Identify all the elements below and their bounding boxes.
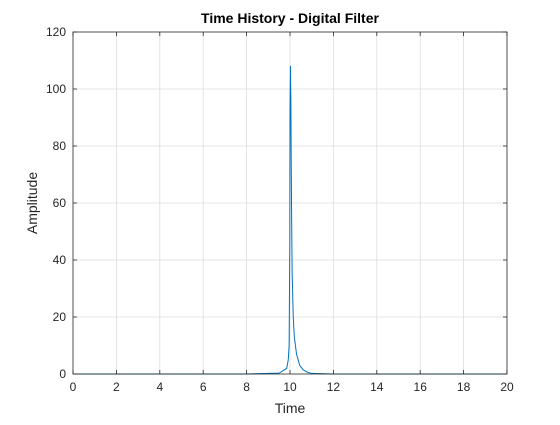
- y-tick-label: 60: [53, 196, 67, 210]
- y-tick-label: 120: [46, 25, 66, 39]
- x-tick-label: 8: [243, 380, 250, 394]
- x-tick-label: 14: [370, 380, 384, 394]
- x-axis-label: Time: [275, 400, 306, 416]
- chart-title: Time History - Digital Filter: [201, 10, 379, 26]
- x-tick-label: 12: [327, 380, 341, 394]
- y-tick-label: 0: [59, 367, 66, 381]
- x-tick-label: 16: [414, 380, 428, 394]
- x-tick-label: 2: [113, 380, 120, 394]
- y-axis-label: Amplitude: [24, 172, 40, 234]
- x-tick-label: 10: [283, 380, 297, 394]
- tick-labels: 0 2 4 6 8 10 12 14 16 18 20 0 20 40 60 80 100 120: [46, 25, 514, 394]
- y-tick-label: 100: [46, 82, 66, 96]
- ticks: [72, 31, 508, 375]
- x-tick-label: 18: [457, 380, 471, 394]
- x-tick-label: 4: [156, 380, 163, 394]
- y-tick-label: 20: [53, 310, 67, 324]
- x-tick-label: 20: [500, 380, 514, 394]
- y-tick-label: 80: [53, 139, 67, 153]
- y-tick-label: 40: [53, 253, 67, 267]
- x-tick-label: 0: [70, 380, 77, 394]
- x-tick-label: 6: [200, 380, 207, 394]
